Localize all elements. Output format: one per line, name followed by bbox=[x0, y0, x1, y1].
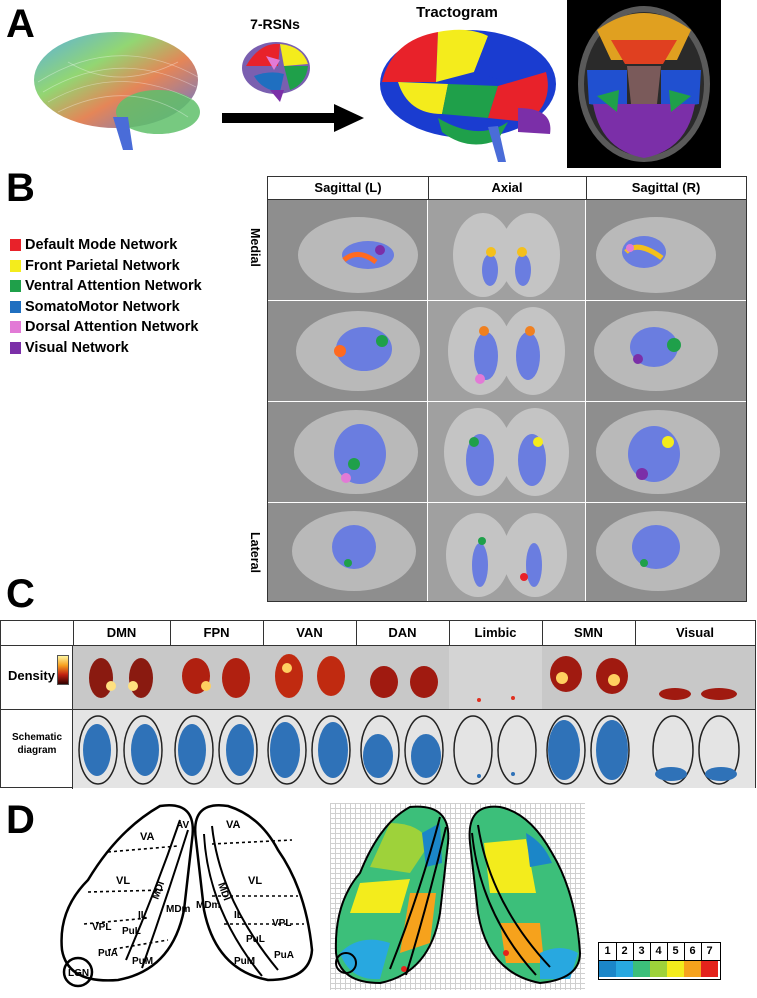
schematic-limbic bbox=[449, 710, 543, 788]
label-vpl-right: VPL bbox=[272, 918, 291, 929]
schematic-visual bbox=[635, 710, 755, 788]
legend-swatch bbox=[10, 300, 21, 313]
label-il: IL bbox=[138, 910, 147, 921]
slice-image bbox=[428, 402, 585, 502]
slice-image bbox=[586, 301, 746, 401]
schematic-dmn bbox=[73, 710, 171, 788]
density-map-dan bbox=[356, 646, 450, 709]
col-sagittal-right: Sagittal (R) bbox=[586, 177, 746, 200]
slice-image bbox=[428, 200, 585, 300]
legend-item-dmn: Default Mode Network bbox=[10, 235, 202, 256]
slice-image bbox=[268, 503, 427, 601]
rsn-brain-surface bbox=[242, 42, 310, 102]
legend-swatch bbox=[10, 341, 21, 354]
label-mdm-right: MDm bbox=[196, 900, 221, 911]
legend-item-dan: Dorsal Attention Network bbox=[10, 317, 202, 338]
panel-c-letter: C bbox=[6, 572, 35, 616]
density-map-visual bbox=[635, 646, 755, 709]
slice-image bbox=[586, 402, 746, 502]
label-pum: PuM bbox=[132, 956, 153, 967]
col-visual: Visual bbox=[675, 625, 715, 640]
col-smn: SMN bbox=[542, 621, 636, 645]
col-fpn: FPN bbox=[170, 621, 264, 645]
density-map-fpn bbox=[170, 646, 264, 709]
label-il-right: IL bbox=[234, 910, 243, 921]
right-arrow-icon bbox=[222, 104, 364, 132]
label-va-right: VA bbox=[226, 819, 241, 831]
label-vl: VL bbox=[116, 875, 130, 887]
network-legend: Default Mode Network Front Parietal Netw… bbox=[10, 235, 202, 358]
label-mdm: MDm bbox=[166, 904, 191, 915]
col-dan: DAN bbox=[356, 621, 450, 645]
panel-a-letter: A bbox=[6, 2, 35, 46]
label-av: AV bbox=[176, 820, 189, 831]
slice-image bbox=[268, 402, 427, 502]
fiber-tractography-brain bbox=[34, 32, 200, 150]
legend-item-fpn: Front Parietal Network bbox=[10, 256, 202, 277]
col-limbic: Limbic bbox=[449, 621, 543, 645]
panel-b-letter: B bbox=[6, 166, 35, 210]
rsn-label: 7-RSNs bbox=[250, 16, 300, 32]
density-map-limbic bbox=[449, 646, 543, 709]
label-pua-right: PuA bbox=[274, 950, 294, 961]
tractogram-brain bbox=[380, 29, 556, 162]
density-map-dmn bbox=[73, 646, 171, 709]
legend-swatch bbox=[10, 321, 21, 334]
label-mdl: MDl bbox=[150, 880, 167, 901]
schematic-fpn bbox=[170, 710, 264, 788]
slice-image bbox=[268, 301, 427, 401]
slice-grid: Sagittal (L) Axial Sagittal (R) bbox=[267, 176, 747, 602]
label-pum-right: PuM bbox=[234, 956, 255, 967]
lateral-label: Lateral bbox=[248, 532, 262, 573]
legend-swatch bbox=[10, 280, 21, 293]
label-pul: PuL bbox=[122, 926, 141, 937]
col-van: VAN bbox=[263, 621, 357, 645]
col-sagittal-left: Sagittal (L) bbox=[268, 177, 429, 200]
panel-d-letter: D bbox=[6, 798, 35, 842]
slice-image bbox=[268, 200, 427, 300]
thalamus-nuclei-diagram: VA AV VL MDl MDm IL VPL PuL PuA PuM LGN … bbox=[60, 803, 314, 988]
legend-item-van: Ventral Attention Network bbox=[10, 276, 202, 297]
density-colorbar bbox=[57, 655, 69, 685]
tractogram-label: Tractogram bbox=[416, 4, 498, 21]
axial-tractography-mri bbox=[567, 0, 721, 168]
thalamus-overlap-map bbox=[330, 803, 585, 990]
slice-image bbox=[428, 503, 585, 601]
overlap-count-scale: 1 2 3 4 5 6 7 bbox=[598, 942, 721, 980]
scale-cell: 7 bbox=[701, 943, 718, 977]
label-lgn: LGN bbox=[68, 968, 89, 979]
network-density-table: DMN FPN VAN DAN Limbic SMN Visual Densit… bbox=[0, 620, 756, 789]
label-vl-right: VL bbox=[248, 875, 262, 887]
slice-image bbox=[428, 301, 585, 401]
slice-image bbox=[586, 200, 746, 300]
density-map-smn bbox=[542, 646, 636, 709]
schematic-van bbox=[263, 710, 357, 788]
schematic-label: Schematic diagram bbox=[11, 732, 63, 756]
medial-label: Medial bbox=[248, 228, 262, 267]
label-pul-right: PuL bbox=[246, 934, 265, 945]
legend-swatch bbox=[10, 239, 21, 252]
schematic-dan bbox=[356, 710, 450, 788]
col-axial: Axial bbox=[428, 177, 587, 200]
label-va: VA bbox=[140, 831, 155, 843]
row-header-blank bbox=[1, 621, 74, 645]
legend-swatch bbox=[10, 259, 21, 272]
col-dmn: DMN bbox=[73, 621, 171, 645]
schematic-smn bbox=[542, 710, 636, 788]
legend-item-visual: Visual Network bbox=[10, 338, 202, 359]
label-pua: PuA bbox=[98, 948, 118, 959]
density-map-van bbox=[263, 646, 357, 709]
label-vpl: VPL bbox=[92, 922, 111, 933]
density-label: Density bbox=[8, 668, 55, 683]
slice-image bbox=[586, 503, 746, 601]
legend-item-smn: SomatoMotor Network bbox=[10, 297, 202, 318]
